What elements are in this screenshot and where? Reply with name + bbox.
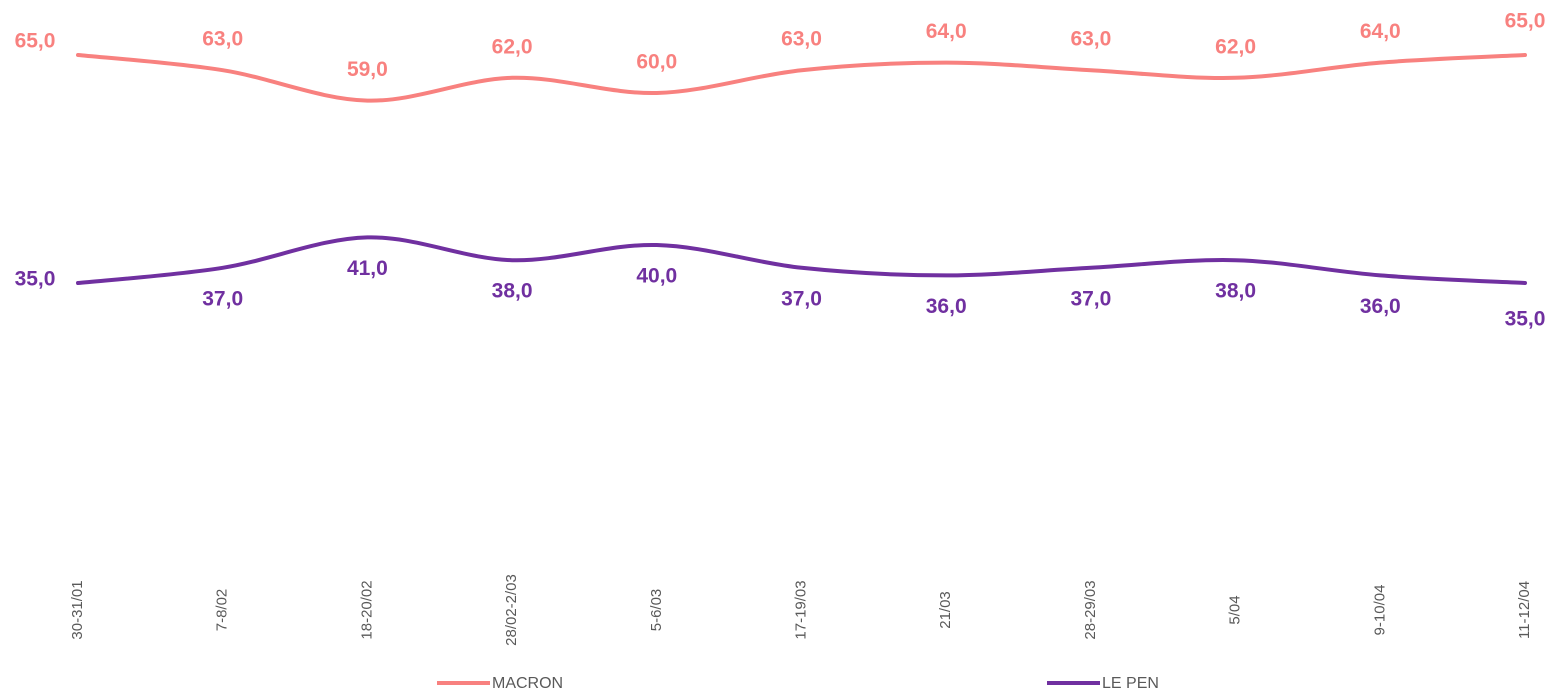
value-label: 37,0 <box>1070 287 1111 310</box>
series-line <box>76 53 1527 103</box>
legend-label: LE PEN <box>1102 675 1159 692</box>
value-label: 37,0 <box>781 287 822 310</box>
value-label: 38,0 <box>492 280 533 303</box>
value-label: 35,0 <box>1505 308 1546 331</box>
value-label: 40,0 <box>636 265 677 288</box>
value-label: 62,0 <box>492 35 533 58</box>
x-tick-label: 18-20/02 <box>358 580 375 639</box>
value-label: 35,0 <box>15 268 56 291</box>
value-label: 36,0 <box>1360 295 1401 318</box>
x-tick-label: 5-6/03 <box>648 589 665 632</box>
value-label: 60,0 <box>636 51 677 74</box>
value-label: 37,0 <box>202 287 243 310</box>
value-label: 63,0 <box>1070 28 1111 51</box>
value-label: 38,0 <box>1215 280 1256 303</box>
x-tick-label: 17-19/03 <box>792 580 809 639</box>
x-tick-label: 11-12/04 <box>1516 581 1533 639</box>
value-label: 65,0 <box>15 30 56 53</box>
x-tick-label: 9-10/04 <box>1371 585 1388 636</box>
x-tick-label: 30-31/01 <box>69 580 86 639</box>
value-label: 63,0 <box>202 28 243 51</box>
series-line <box>76 235 1527 285</box>
value-label: 41,0 <box>347 257 388 280</box>
x-tick-label: 7-8/02 <box>214 589 231 632</box>
x-tick-label: 28-29/03 <box>1082 580 1099 639</box>
value-label: 59,0 <box>347 58 388 81</box>
legend-label: MACRON <box>492 675 563 692</box>
value-label: 63,0 <box>781 28 822 51</box>
value-label: 64,0 <box>926 20 967 43</box>
value-label: 36,0 <box>926 295 967 318</box>
x-tick-label: 21/03 <box>937 591 954 629</box>
value-label: 65,0 <box>1505 10 1546 33</box>
x-tick-label: 5/04 <box>1227 595 1244 624</box>
value-label: 62,0 <box>1215 35 1256 58</box>
value-label: 64,0 <box>1360 20 1401 43</box>
x-tick-label: 28/02-2/03 <box>503 574 520 646</box>
